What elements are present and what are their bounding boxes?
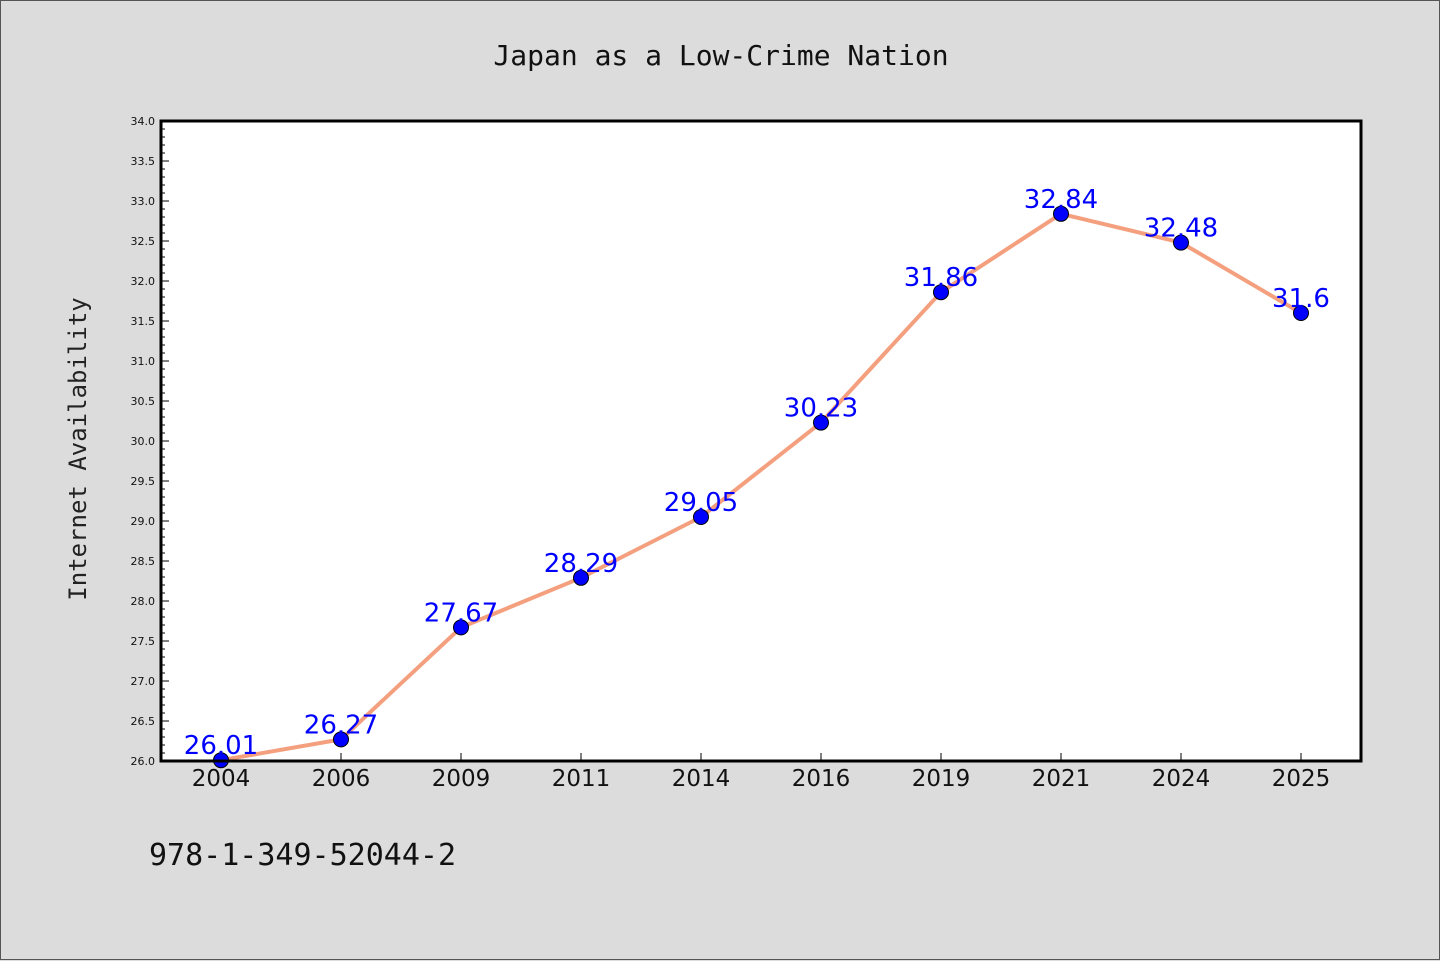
y-tick-label: 33.5 bbox=[131, 155, 156, 168]
y-tick-label: 34.0 bbox=[131, 115, 156, 128]
data-label: 27.67 bbox=[424, 598, 498, 628]
x-tick-label: 2014 bbox=[672, 766, 731, 792]
data-label: 30.23 bbox=[784, 394, 858, 424]
y-tick-label: 33.0 bbox=[131, 195, 156, 208]
y-tick-label: 29.5 bbox=[131, 475, 156, 488]
y-tick-label: 26.0 bbox=[131, 755, 156, 768]
plot-area bbox=[161, 121, 1361, 761]
data-point-marker bbox=[693, 509, 709, 525]
data-label: 32.48 bbox=[1144, 214, 1218, 244]
y-tick-label: 28.0 bbox=[131, 595, 156, 608]
y-axis: 26.0 26.5 27.0 27.5 28.0 28.5 29.0 29.5 30.0 30.5… bbox=[131, 115, 169, 768]
data-point-marker bbox=[1293, 305, 1309, 321]
plot-border bbox=[159, 119, 1363, 763]
x-axis: 2004 2006 2009 2011 2014 2016 2019 2021 2024 2025 bbox=[192, 753, 1331, 792]
data-label: 31.86 bbox=[904, 263, 978, 293]
series-group: 26.01 26.27 27.67 28.29 29.05 30.23 31.86 32.84… bbox=[184, 185, 1330, 769]
chart-title: Japan as a Low-Crime Nation bbox=[493, 39, 948, 72]
data-point-marker bbox=[333, 731, 349, 748]
data-point-marker bbox=[813, 414, 829, 431]
data-point-marker bbox=[1053, 205, 1069, 222]
x-tick-label: 2019 bbox=[912, 766, 971, 792]
data-point-marker bbox=[573, 569, 589, 586]
x-tick-label: 2025 bbox=[1272, 766, 1331, 792]
data-label: 28.29 bbox=[544, 549, 618, 579]
data-point-marker bbox=[1173, 234, 1189, 251]
y-tick-label: 26.5 bbox=[131, 715, 156, 728]
y-tick-label: 27.5 bbox=[131, 635, 156, 648]
y-tick-label: 30.5 bbox=[131, 395, 156, 408]
series-line bbox=[219, 211, 1303, 763]
x-tick-label: 2004 bbox=[192, 766, 251, 792]
y-tick-label: 29.0 bbox=[131, 515, 156, 528]
y-tick-label: 28.5 bbox=[131, 555, 156, 568]
data-label: 26.27 bbox=[304, 710, 378, 740]
y-tick-label: 31.0 bbox=[131, 355, 156, 368]
data-label: 31.6 bbox=[1272, 284, 1330, 314]
data-point-marker bbox=[453, 619, 469, 636]
y-tick-label: 32.0 bbox=[131, 275, 156, 288]
y-tick-label: 27.0 bbox=[131, 675, 156, 688]
x-tick-label: 2021 bbox=[1032, 766, 1091, 792]
data-point-marker bbox=[933, 284, 949, 301]
y-tick-label: 31.5 bbox=[131, 315, 156, 328]
y-axis-label: Internet Availability bbox=[64, 297, 92, 600]
x-tick-label: 2016 bbox=[792, 766, 851, 792]
data-label: 32.84 bbox=[1024, 185, 1098, 215]
y-tick-label: 30.0 bbox=[131, 435, 156, 448]
x-tick-label: 2009 bbox=[432, 766, 491, 792]
data-label: 29.05 bbox=[664, 488, 738, 518]
isbn-label: 978-1-349-52044-2 bbox=[149, 838, 456, 873]
y-tick-label: 32.5 bbox=[131, 235, 156, 248]
x-tick-label: 2024 bbox=[1152, 766, 1211, 792]
x-tick-label: 2006 bbox=[312, 766, 371, 792]
x-tick-label: 2011 bbox=[552, 766, 611, 792]
data-label: 26.01 bbox=[184, 731, 258, 761]
